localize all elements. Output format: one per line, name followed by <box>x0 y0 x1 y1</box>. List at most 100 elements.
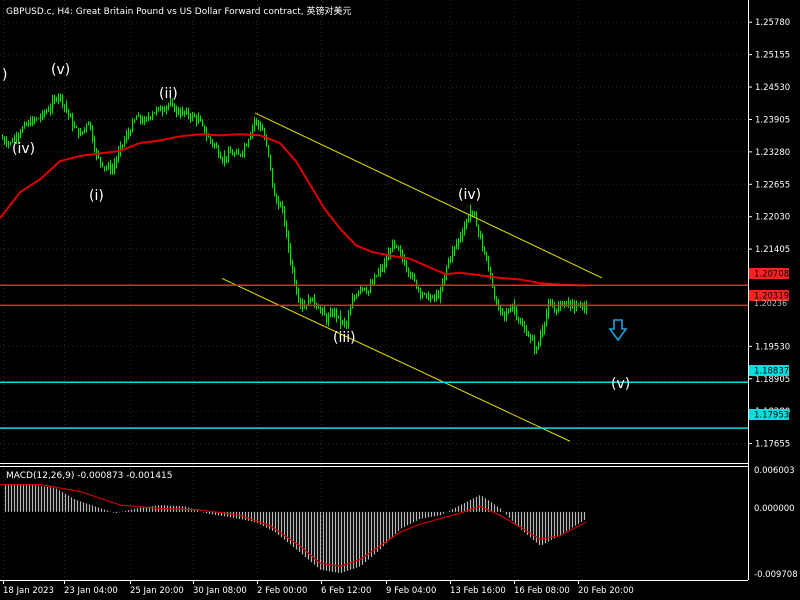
candle-body <box>92 128 94 141</box>
candle-body <box>292 261 294 270</box>
candle-body <box>108 165 110 168</box>
candle-body <box>138 115 140 117</box>
candle-body <box>324 310 326 316</box>
wave-label-i: (i) <box>89 188 104 204</box>
candle-body <box>406 264 408 269</box>
candle-body <box>98 154 100 158</box>
candle-body <box>232 152 234 156</box>
candle-body <box>566 301 568 303</box>
instrument-description: Great Britain Pound vs US Dollar Forward… <box>76 7 301 17</box>
level-label-res1: 1.20708 <box>754 270 789 280</box>
candle-body <box>186 111 188 113</box>
candle-body <box>504 311 506 316</box>
candle-body <box>530 336 532 338</box>
candle-body <box>326 315 328 322</box>
candle-body <box>294 269 296 284</box>
candle-body <box>204 125 206 133</box>
candle-body <box>162 110 164 112</box>
level-label-bg-res1 <box>749 268 789 279</box>
candle-body <box>442 283 444 291</box>
candle-body <box>486 254 488 260</box>
candle-body <box>498 303 500 310</box>
time-axis: 18 Jan 2023 23 Jan 04:00 25 Jan 20:00 30 Ja… <box>3 580 634 596</box>
candle-body <box>190 115 192 118</box>
candle-body <box>44 112 46 114</box>
candle-body <box>474 212 476 217</box>
candle-body <box>378 271 380 276</box>
channel-upper-line[interactable] <box>254 112 603 279</box>
candle-body <box>76 126 78 129</box>
candle-body <box>440 290 442 298</box>
candle-body <box>348 315 350 325</box>
candle-body <box>142 120 144 123</box>
candle-body <box>350 307 352 316</box>
candle-body <box>388 253 390 261</box>
down-arrow-icon <box>608 319 628 342</box>
candle-body <box>246 145 248 147</box>
candle-body <box>242 152 244 155</box>
horizontal-levels <box>0 284 748 429</box>
instrument-description-cn: 英镑对美元 <box>306 5 351 17</box>
candle-body <box>444 275 446 284</box>
candle-body <box>446 267 448 276</box>
price-tick-label: 1.22030 <box>755 213 790 223</box>
candle-body <box>218 147 220 156</box>
candle-body <box>506 312 508 316</box>
candle-body <box>576 306 578 308</box>
candle-body <box>400 250 402 253</box>
candle-body <box>188 111 190 116</box>
candle-body <box>134 119 136 122</box>
candle-body <box>32 118 34 125</box>
candle-body <box>430 297 432 301</box>
candle-body <box>526 328 528 336</box>
candle-body <box>290 247 292 262</box>
candle-body <box>418 288 420 290</box>
price-tick-label: 1.17655 <box>755 440 790 450</box>
candle-body <box>360 287 362 292</box>
candle-body <box>132 121 134 132</box>
candle-body <box>224 156 226 162</box>
candle-body <box>414 275 416 281</box>
candle-body <box>18 135 20 139</box>
candle-body <box>568 301 570 307</box>
candle-body <box>202 121 204 126</box>
candle-body <box>358 291 360 296</box>
candle-body <box>82 131 84 134</box>
candle-body <box>4 138 6 142</box>
candle-body <box>502 308 504 312</box>
candle-body <box>276 196 278 201</box>
candle-body <box>110 165 112 171</box>
time-tick-label: 2 Feb 00:00 <box>257 586 307 596</box>
candle-body <box>374 276 376 284</box>
candle-body <box>48 110 50 112</box>
candle-body <box>104 166 106 168</box>
candle-body <box>50 108 52 111</box>
candle-body <box>116 159 118 165</box>
candle-body <box>458 239 460 245</box>
time-tick-label: 13 Feb 16:00 <box>450 586 506 596</box>
candle-body <box>64 104 66 106</box>
time-tick-label: 25 Jan 20:00 <box>130 586 184 596</box>
candle-body <box>544 323 546 330</box>
candle-body <box>102 162 104 167</box>
candle-body <box>558 305 560 312</box>
candle-body <box>548 303 550 314</box>
candle-body <box>556 308 558 312</box>
candle-body <box>106 167 108 169</box>
candle-body <box>212 140 214 145</box>
time-tick-label: 30 Jan 08:00 <box>193 586 247 596</box>
candle-body <box>520 320 522 324</box>
candle-body <box>16 137 18 139</box>
level-label-bg-target1 <box>749 365 789 376</box>
candle-body <box>296 283 298 294</box>
candle-body <box>118 151 120 160</box>
candle-body <box>536 348 538 350</box>
price-tick-label: 1.22655 <box>755 180 790 190</box>
candle-body <box>154 112 156 114</box>
price-tick-label: 1.24530 <box>755 83 790 93</box>
candle-body <box>126 135 128 141</box>
candle-body <box>514 304 516 309</box>
candle-body <box>584 306 586 310</box>
candle-body <box>144 119 146 123</box>
